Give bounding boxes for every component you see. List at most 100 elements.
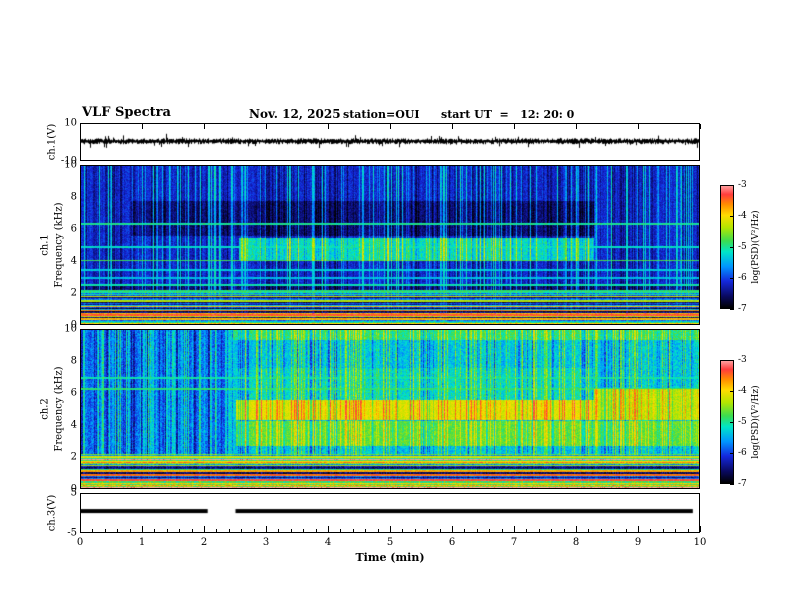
x-tick-mark — [328, 526, 329, 532]
x-tick-mark — [390, 526, 391, 532]
x-tick-mark — [142, 526, 143, 532]
ch1-voltage-trace — [81, 124, 699, 160]
ch1-frequency-tick-label: 10 — [64, 159, 77, 171]
x-tick-label: 4 — [324, 537, 332, 548]
ch2-colorbar-tick-label: -5 — [738, 417, 747, 427]
ch2-spectrogram-panel — [80, 329, 700, 489]
ch2-colorbar-tick-label: -7 — [738, 479, 747, 489]
x-minor-tick-mark — [588, 529, 590, 532]
start-ut-label: start UT = 12: 20: 0 — [441, 108, 575, 121]
x-minor-tick-mark — [402, 529, 404, 532]
ch1-spectrogram-panel — [80, 165, 700, 325]
ch2-colorbar-tick-label: -4 — [738, 386, 747, 396]
x-tick-mark — [390, 124, 391, 129]
ch2-channel-label: ch.2 — [39, 398, 51, 420]
x-minor-tick-mark — [228, 529, 230, 532]
ch1-channel-label: ch.1 — [39, 234, 51, 256]
figure-title: VLF Spectra — [82, 105, 171, 120]
ch2-colorbar-tick-mark — [730, 422, 734, 423]
ch1-colorbar-label: log(PSD)(V²/Hz) — [751, 210, 761, 284]
ch1-frequency-tick-label: 6 — [70, 223, 77, 235]
x-minor-tick-mark — [365, 529, 367, 532]
ch1-colorbar-tick-mark — [730, 185, 734, 186]
ch1-colorbar-tick-label: -5 — [738, 242, 747, 252]
x-tick-label: 1 — [138, 537, 146, 548]
ch1-frequency-axis-label: Frequency (kHz) — [53, 202, 65, 288]
ch1-colorbar-tick-label: -3 — [738, 180, 747, 190]
x-minor-tick-mark — [476, 529, 478, 532]
x-minor-tick-mark — [216, 529, 218, 532]
x-tick-mark — [514, 526, 515, 532]
ch2-frequency-tick-label: 4 — [70, 419, 77, 431]
ch1-colorbar-tick-mark — [730, 278, 734, 279]
x-minor-tick-mark — [439, 529, 441, 532]
ch2-colorbar-tick-label: -3 — [738, 355, 747, 365]
ch1-voltage-axis-label: ch.1(V) — [46, 123, 58, 161]
x-minor-tick-mark — [538, 529, 540, 532]
x-minor-tick-mark — [427, 529, 429, 532]
ch1-colorbar-tick-mark — [730, 247, 734, 248]
x-minor-tick-mark — [303, 529, 305, 532]
x-minor-tick-mark — [154, 529, 156, 532]
x-tick-label: 5 — [386, 537, 394, 548]
x-tick-mark — [204, 526, 205, 532]
ch2-colorbar-tick-mark — [730, 360, 734, 361]
x-minor-tick-mark — [551, 529, 553, 532]
ch1-colorbar-tick-label: -7 — [738, 304, 747, 314]
x-tick-label: 9 — [634, 537, 642, 548]
x-minor-tick-mark — [600, 529, 602, 532]
ch3-voltage-axis-label: ch.3(V) — [46, 494, 58, 532]
x-minor-tick-mark — [489, 529, 491, 532]
x-minor-tick-mark — [129, 529, 131, 532]
x-minor-tick-mark — [241, 529, 243, 532]
x-minor-tick-mark — [104, 529, 106, 532]
x-tick-mark — [204, 124, 205, 129]
x-minor-tick-mark — [352, 529, 354, 532]
ch1-frequency-tick-label: 8 — [70, 191, 77, 203]
x-tick-mark — [514, 124, 515, 129]
x-minor-tick-mark — [414, 529, 416, 532]
x-tick-mark — [576, 526, 577, 532]
x-tick-mark — [700, 526, 701, 532]
x-tick-label: 7 — [510, 537, 518, 548]
ch2-spectrogram — [81, 330, 699, 488]
x-tick-label: 0 — [76, 537, 84, 548]
x-tick-label: 2 — [200, 537, 208, 548]
x-tick-mark — [266, 124, 267, 129]
x-tick-label: 3 — [262, 537, 270, 548]
x-minor-tick-mark — [117, 529, 119, 532]
x-minor-tick-mark — [464, 529, 466, 532]
x-minor-tick-mark — [650, 529, 652, 532]
ch3-signal-trace — [81, 494, 699, 532]
x-minor-tick-mark — [191, 529, 193, 532]
ch2-frequency-axis-label: Frequency (kHz) — [53, 366, 65, 452]
x-minor-tick-mark — [526, 529, 528, 532]
ch3-voltage-tick-label: -5 — [67, 527, 77, 539]
station-label: station=OUI — [343, 108, 420, 121]
x-minor-tick-mark — [625, 529, 627, 532]
x-minor-tick-mark — [613, 529, 615, 532]
x-tick-label: 10 — [693, 537, 707, 548]
x-tick-mark — [638, 124, 639, 129]
ch1-colorbar-tick-label: -6 — [738, 273, 747, 283]
date-label: Nov. 12, 2025 — [249, 107, 341, 121]
x-tick-mark — [142, 124, 143, 129]
ch2-colorbar-tick-label: -6 — [738, 448, 747, 458]
x-minor-tick-mark — [253, 529, 255, 532]
x-minor-tick-mark — [563, 529, 565, 532]
ch2-frequency-tick-label: 0 — [70, 483, 77, 495]
x-minor-tick-mark — [687, 529, 689, 532]
x-minor-tick-mark — [675, 529, 677, 532]
ch1-colorbar-tick-mark — [730, 309, 734, 310]
x-tick-mark — [700, 124, 701, 129]
x-minor-tick-mark — [377, 529, 379, 532]
x-tick-label: 6 — [448, 537, 456, 548]
x-axis-title: Time (min) — [355, 551, 425, 564]
x-minor-tick-mark — [290, 529, 292, 532]
ch1-voltage-tick-label: 10 — [64, 117, 77, 129]
x-tick-mark — [452, 526, 453, 532]
ch2-frequency-tick-label: 2 — [70, 451, 77, 463]
ch2-colorbar-tick-mark — [730, 484, 734, 485]
ch1-frequency-tick-label: 2 — [70, 287, 77, 299]
